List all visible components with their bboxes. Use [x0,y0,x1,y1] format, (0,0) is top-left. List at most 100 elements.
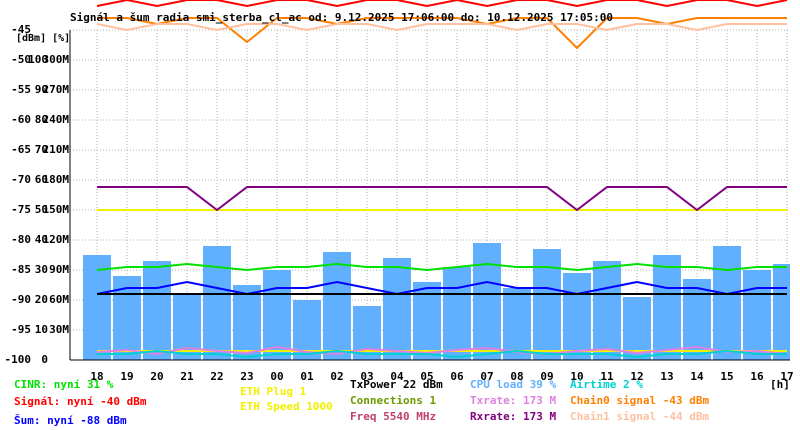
x-tick-label: 03 [360,370,373,383]
x-tick-label: 19 [120,370,133,383]
y2-tick-label: 60 [35,173,48,186]
x-tick-label: 21 [180,370,194,383]
y2-tick-label: 10 [35,323,48,336]
y3-tick-label: 60M [49,293,69,306]
y-tick-label: -50 [11,53,31,66]
x-tick-label: 05 [420,370,433,383]
bar [383,258,411,360]
bar [263,270,291,360]
legend-entry: TxPower 22 dBm [350,378,443,391]
x-tick-label: 12 [630,370,643,383]
bar [563,273,591,360]
y-tick-label: -80 [11,233,31,246]
x-axis-unit: [h] [770,378,790,391]
x-tick-label: 01 [300,370,314,383]
legend-entry: Rxrate: 173 M [470,410,556,423]
bar [593,261,621,360]
series-line [97,17,787,50]
legend-entry: Connections 1 [350,394,436,407]
y3-tick-label: 300M [43,53,70,66]
y3-tick-label: 180M [43,173,70,186]
series-line [96,345,788,356]
series-line [96,23,787,32]
y3-tick-label: 210M [43,143,70,156]
y2-tick-label: 100 [28,53,48,66]
x-tick-label: 23 [240,370,253,383]
x-tick-label: 18 [90,370,103,383]
bar [743,270,771,360]
y-tick-label: -55 [11,83,31,96]
y2-tick-label: 40 [35,233,48,246]
y-tick-label: -60 [11,113,31,126]
y2-tick-label: 80 [35,113,48,126]
y3-tick-label: 240M [43,113,70,126]
bar [473,243,501,360]
x-tick-label: 04 [390,370,404,383]
y-axis-units: [dBm] [%] [16,33,70,44]
bar [143,261,171,360]
y-tick-label: -65 [11,143,31,156]
y2-tick-label: 70 [35,143,48,156]
bar [623,297,651,360]
y-tick-label: -100 [5,353,32,366]
series-line [97,186,787,212]
y-tick-label: -95 [11,323,31,336]
x-tick-label: 00 [270,370,283,383]
y-tick-label: -75 [11,203,31,216]
bar [233,285,261,360]
bar [533,249,561,360]
legend-entry: Freq 5540 MHz [350,410,436,423]
y3-tick-label: 270M [43,83,70,96]
x-tick-label: 14 [690,370,704,383]
legend-entry: Txrate: 173 M [470,394,556,407]
y3-tick-label: 150M [43,203,70,216]
series-line [97,349,787,359]
bar [443,267,471,360]
y-tick-label: -70 [11,173,31,186]
bar [83,255,111,360]
series-line [96,0,788,8]
y2-tick-label: 30 [35,263,48,276]
x-tick-label: 13 [660,370,673,383]
bar [203,246,231,360]
legend-entry: Chain0 signal -43 dBm [570,394,709,407]
legend-entry: Šum: nyní -88 dBm [14,414,127,427]
legend-entry: Airtime 2 % [570,378,643,391]
legend-entry: Chain1 signal -44 dBm [570,410,709,423]
legend-entry: CPU load 39 % [470,378,556,391]
y2-tick-label: 0 [41,353,48,366]
x-tick-label: 06 [450,370,464,383]
legend-entry: ETH Speed 1000 [240,400,333,413]
x-tick-label: 07 [480,370,493,383]
x-tick-label: 20 [150,370,163,383]
plot-area [70,0,790,360]
bar [323,252,351,360]
bar [713,246,741,360]
bar [653,255,681,360]
chart-title: Signál a šum radia smi_sterba_cl_ac od: … [70,11,613,24]
x-tick-label: 15 [720,370,733,383]
y2-tick-label: 50 [35,203,48,216]
y-tick-label: -90 [11,293,31,306]
y-tick-label: -45 [11,23,31,36]
y2-tick-label: 90 [35,83,48,96]
legend-entry: CINR: nyní 31 % [14,378,114,391]
x-tick-label: 11 [600,370,614,383]
legend-entry: Signál: nyní -40 dBm [14,395,147,408]
y3-tick-label: 90M [49,263,69,276]
x-tick-label: 16 [750,370,764,383]
x-tick-label: 22 [210,370,223,383]
legend-entry: ETH Plug 1 [240,385,307,398]
bar [503,288,531,360]
y3-tick-label: 30M [49,323,69,336]
y-tick-label: -85 [11,263,31,276]
x-tick-label: 17 [780,370,793,383]
x-tick-label: 09 [540,370,553,383]
x-tick-label: 08 [510,370,523,383]
y2-tick-label: 20 [35,293,48,306]
x-tick-label: 02 [330,370,343,383]
series-line [96,262,787,272]
y3-tick-label: 120M [43,233,70,246]
series-line [96,280,787,296]
